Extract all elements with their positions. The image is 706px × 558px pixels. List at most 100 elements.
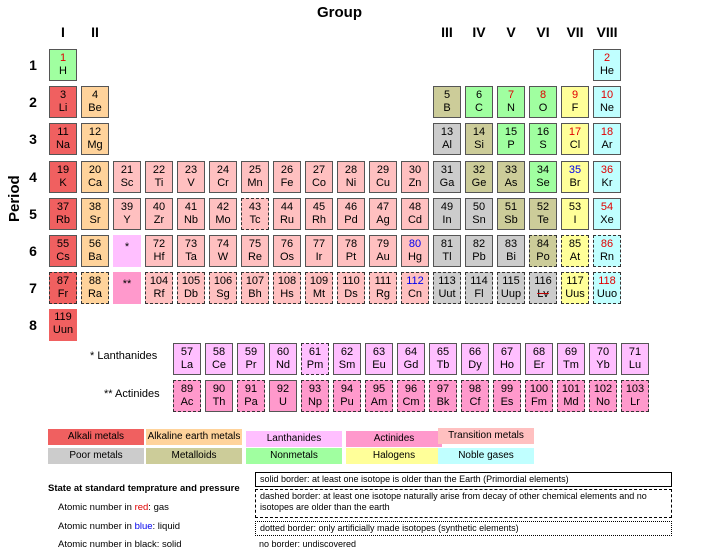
element-cell[interactable]: 89 Ac (173, 380, 201, 412)
element-cell[interactable]: 29 Cu (369, 160, 397, 193)
element-cell[interactable]: 34 Se (529, 160, 557, 193)
element-cell[interactable]: 44 Ru (273, 197, 301, 230)
element-cell[interactable]: 97 Bk (429, 380, 457, 412)
element-cell[interactable]: 62 Sm (333, 343, 361, 375)
element-cell[interactable]: 80 Hg (401, 235, 429, 267)
element-cell[interactable]: 98 Cf (461, 380, 489, 412)
element-cell[interactable]: 110 Ds (337, 272, 365, 305)
element-cell[interactable]: 105 Db (177, 272, 205, 305)
element-cell[interactable]: 12 Mg (81, 123, 109, 156)
element-cell[interactable]: 2 He (593, 49, 621, 81)
element-cell[interactable]: 20 Ca (81, 160, 109, 193)
element-cell[interactable]: 103 Lr (621, 380, 649, 412)
element-cell[interactable]: 35 Br (561, 160, 589, 193)
element-cell[interactable]: * (113, 235, 141, 267)
element-cell[interactable]: 118 Uuo (593, 272, 621, 305)
element-cell[interactable]: 58 Ce (205, 343, 233, 375)
element-cell[interactable]: 61 Pm (301, 343, 329, 375)
element-cell[interactable]: 114 Fl (465, 272, 493, 305)
element-cell[interactable]: 10 Ne (593, 86, 621, 119)
element-cell[interactable]: 92 U (269, 380, 297, 412)
element-cell[interactable]: 52 Te (529, 197, 557, 230)
element-cell[interactable]: 47 Ag (369, 197, 397, 230)
element-cell[interactable]: 73 Ta (177, 235, 205, 267)
element-cell[interactable]: 3 Li (49, 86, 77, 119)
element-cell[interactable]: 104 Rf (145, 272, 173, 305)
element-cell[interactable]: 111 Rg (369, 272, 397, 305)
element-cell[interactable]: 43 Tc (241, 197, 269, 230)
element-cell[interactable]: 119 Uun (49, 309, 77, 342)
element-cell[interactable]: 51 Sb (497, 197, 525, 230)
element-cell[interactable]: 56 Ba (81, 235, 109, 267)
element-cell[interactable]: 94 Pu (333, 380, 361, 412)
element-cell[interactable]: 32 Ge (465, 160, 493, 193)
element-cell[interactable]: 78 Pt (337, 235, 365, 267)
element-cell[interactable]: 48 Cd (401, 197, 429, 230)
element-cell[interactable]: 106 Sg (209, 272, 237, 305)
element-cell[interactable]: 57 La (173, 343, 201, 375)
element-cell[interactable]: 107 Bh (241, 272, 269, 305)
element-cell[interactable]: 24 Cr (209, 160, 237, 193)
element-cell[interactable]: 70 Yb (589, 343, 617, 375)
element-cell[interactable]: 88 Ra (81, 272, 109, 305)
element-cell[interactable]: 113 Uut (433, 272, 461, 305)
element-cell[interactable]: 81 Tl (433, 235, 461, 267)
element-cell[interactable]: 85 At (561, 235, 589, 267)
element-cell[interactable]: 50 Sn (465, 197, 493, 230)
element-cell[interactable]: 75 Re (241, 235, 269, 267)
element-cell[interactable]: 67 Ho (493, 343, 521, 375)
element-cell[interactable]: 84 Po (529, 235, 557, 267)
element-cell[interactable]: 4 Be (81, 86, 109, 119)
element-cell[interactable]: 38 Sr (81, 197, 109, 230)
element-cell[interactable]: 42 Mo (209, 197, 237, 230)
element-cell[interactable]: 37 Rb (49, 197, 77, 230)
element-cell[interactable]: 46 Pd (337, 197, 365, 230)
element-cell[interactable]: 63 Eu (365, 343, 393, 375)
element-cell[interactable]: 15 P (497, 123, 525, 156)
element-cell[interactable]: 41 Nb (177, 197, 205, 230)
element-cell[interactable]: 99 Es (493, 380, 521, 412)
element-cell[interactable]: 16 S (529, 123, 557, 156)
element-cell[interactable]: 21 Sc (113, 160, 141, 193)
element-cell[interactable]: 49 In (433, 197, 461, 230)
element-cell[interactable]: 25 Mn (241, 160, 269, 193)
element-cell[interactable]: 55 Cs (49, 235, 77, 267)
element-cell[interactable]: 66 Dy (461, 343, 489, 375)
element-cell[interactable]: 76 Os (273, 235, 301, 267)
element-cell[interactable]: 102 No (589, 380, 617, 412)
element-cell[interactable]: 40 Zr (145, 197, 173, 230)
element-cell[interactable]: 22 Ti (145, 160, 173, 193)
element-cell[interactable]: 116 Lv (529, 272, 557, 305)
element-cell[interactable]: 23 V (177, 160, 205, 193)
element-cell[interactable]: 117 Uus (561, 272, 589, 305)
element-cell[interactable]: 65 Tb (429, 343, 457, 375)
element-cell[interactable]: 27 Co (305, 160, 333, 193)
element-cell[interactable]: 36 Kr (593, 160, 621, 193)
element-cell[interactable]: 109 Mt (305, 272, 333, 305)
element-cell[interactable]: 39 Y (113, 197, 141, 230)
element-cell[interactable]: 71 Lu (621, 343, 649, 375)
element-cell[interactable]: 28 Ni (337, 160, 365, 193)
element-cell[interactable]: 69 Tm (557, 343, 585, 375)
element-cell[interactable]: 72 Hf (145, 235, 173, 267)
element-cell[interactable]: 91 Pa (237, 380, 265, 412)
element-cell[interactable]: 18 Ar (593, 123, 621, 156)
element-cell[interactable]: 31 Ga (433, 160, 461, 193)
element-cell[interactable]: 26 Fe (273, 160, 301, 193)
element-cell[interactable]: ** (113, 272, 141, 305)
element-cell[interactable]: 54 Xe (593, 197, 621, 230)
element-cell[interactable]: 30 Zn (401, 160, 429, 193)
element-cell[interactable]: 115 Uup (497, 272, 525, 305)
element-cell[interactable]: 108 Hs (273, 272, 301, 305)
element-cell[interactable]: 79 Au (369, 235, 397, 267)
element-cell[interactable]: 95 Am (365, 380, 393, 412)
element-cell[interactable]: 77 Ir (305, 235, 333, 267)
element-cell[interactable]: 74 W (209, 235, 237, 267)
element-cell[interactable]: 112 Cn (401, 272, 429, 305)
element-cell[interactable]: 17 Cl (561, 123, 589, 156)
